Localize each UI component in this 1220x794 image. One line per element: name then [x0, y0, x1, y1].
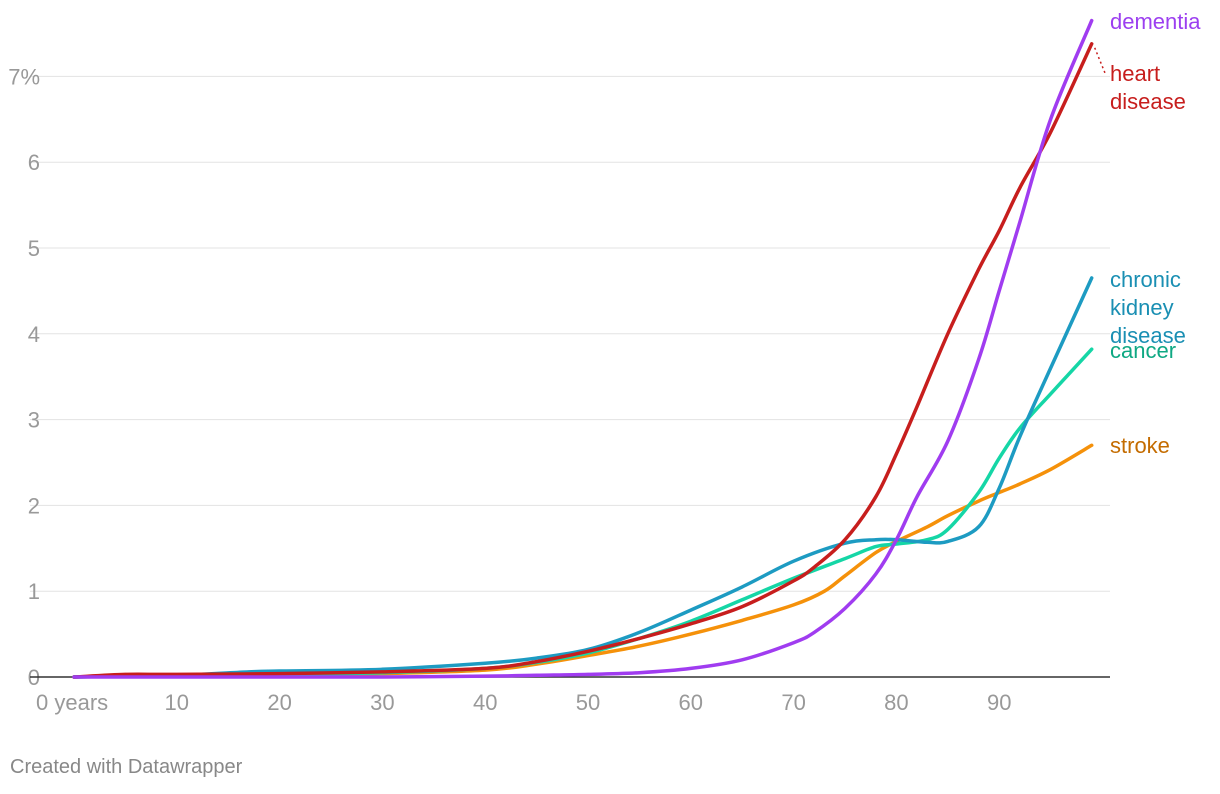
series-label-chronic-kidney-disease: chronic kidney disease — [1110, 267, 1186, 348]
label-leader-line — [1094, 47, 1106, 74]
series-label-line: stroke — [1110, 433, 1170, 458]
series-label-heart-disease: heart disease — [1110, 61, 1186, 114]
series-line-cancer — [72, 347, 1094, 679]
x-tick-label: 30 — [370, 690, 394, 715]
y-tick-label: 2 — [28, 493, 40, 518]
series-label-line: heart — [1110, 61, 1160, 86]
series-label-line: cancer — [1110, 338, 1176, 363]
y-tick-label: 7% — [8, 64, 40, 89]
x-tick-label: 50 — [576, 690, 600, 715]
x-tick-label: 20 — [267, 690, 291, 715]
series-label-line: disease — [1110, 323, 1186, 348]
x-tick-label: 10 — [165, 690, 189, 715]
series-label-line: chronic — [1110, 267, 1181, 292]
series-label-dementia: dementia — [1110, 9, 1201, 34]
series-line-stroke — [72, 443, 1094, 679]
y-tick-label: 3 — [28, 408, 40, 433]
series-line-dementia — [72, 18, 1094, 679]
series-label-line: disease — [1110, 89, 1186, 114]
y-gridlines — [30, 75, 1110, 592]
x-tick-label: 60 — [679, 690, 703, 715]
credit-text: Created with Datawrapper — [10, 756, 243, 778]
series-labels: dementia heart disease chronic kidney disease… — [1094, 9, 1201, 458]
series-label-cancer: cancer — [1110, 338, 1176, 363]
y-tick-label: 5 — [28, 236, 40, 261]
x-tick-label: 0 years — [36, 690, 108, 715]
x-tick-label: 80 — [884, 690, 908, 715]
y-tick-label: 1 — [28, 579, 40, 604]
x-tick-labels: 0 years 10 20 30 40 50 60 70 80 90 — [36, 690, 1011, 715]
series-label-line: kidney — [1110, 295, 1174, 320]
series-label-stroke: stroke — [1110, 433, 1170, 458]
series-line-chronic-kidney-disease — [72, 276, 1094, 679]
x-tick-label: 90 — [987, 690, 1011, 715]
series-label-line: dementia — [1110, 9, 1201, 34]
x-tick-label: 70 — [781, 690, 805, 715]
series-line-heart-disease — [72, 42, 1094, 679]
x-tick-label: 40 — [473, 690, 497, 715]
series-lines — [72, 18, 1094, 679]
y-tick-label: 6 — [28, 150, 40, 175]
y-tick-label: 4 — [28, 322, 40, 347]
